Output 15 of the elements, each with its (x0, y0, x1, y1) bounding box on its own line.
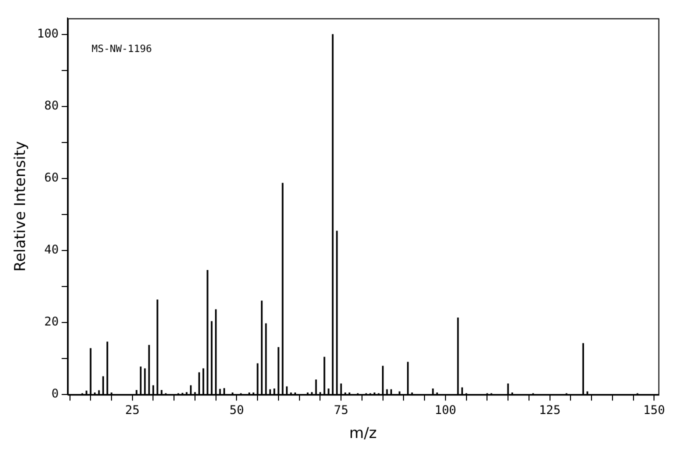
x-tick-label: 125 (538, 402, 561, 417)
annotation: MS-NW-1196 (92, 44, 152, 55)
y-tick-label: 80 (44, 98, 59, 113)
y-tick-label: 100 (36, 26, 59, 41)
x-tick-label: 150 (643, 402, 665, 417)
y-tick-label: 0 (51, 386, 59, 401)
y-tick-label: 60 (44, 170, 59, 185)
y-tick-label: 20 (44, 314, 59, 329)
y-tick-label: 40 (44, 242, 59, 257)
y-axis-title: Relative Intensity (10, 141, 29, 272)
x-tick-label: 25 (125, 402, 140, 417)
x-tick-label: 50 (230, 402, 244, 417)
x-tick-label: 75 (334, 402, 348, 417)
x-tick-label: 100 (434, 402, 456, 417)
x-axis-title: m/z (349, 424, 377, 442)
